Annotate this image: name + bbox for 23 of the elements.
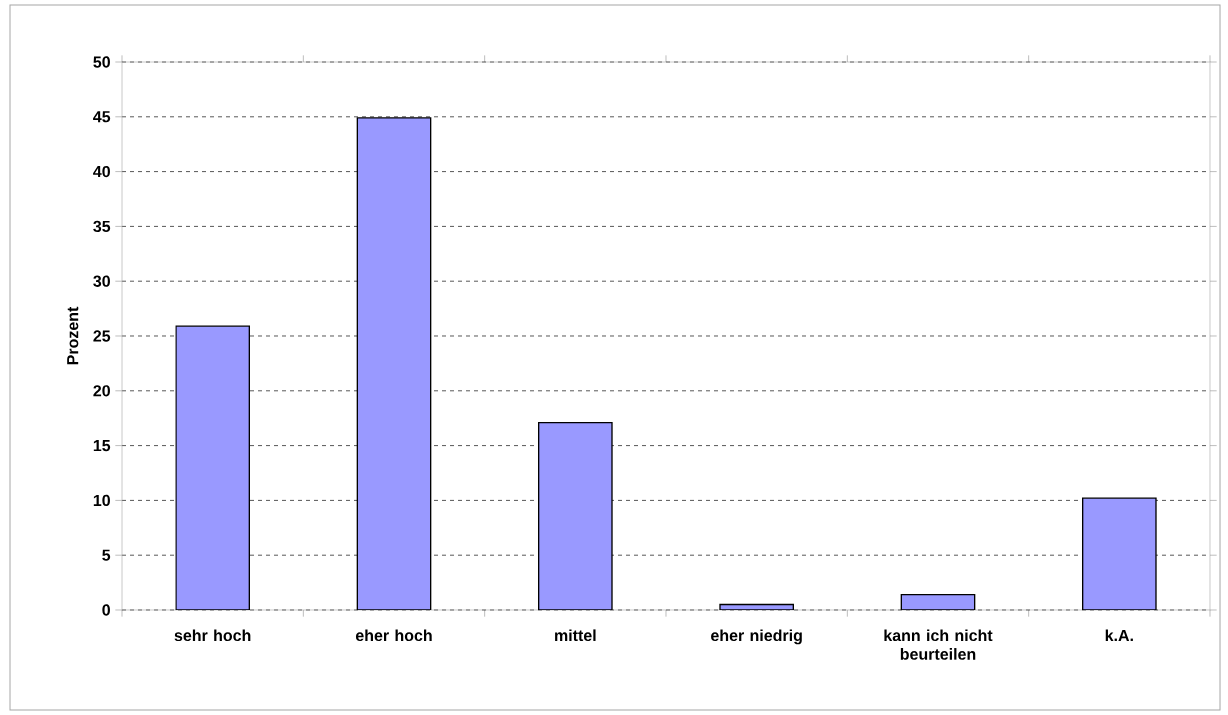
y-tick-label: 45 [93, 111, 111, 123]
x-tick-label: eher hoch [355, 629, 432, 642]
y-tick-label: 0 [102, 604, 110, 616]
x-tick-label: mittel [555, 629, 596, 642]
bar [900, 593, 976, 610]
y-tick-label: 40 [93, 165, 110, 178]
x-tick-label: kann ich nicht beurteilen [884, 629, 993, 660]
bar [356, 117, 432, 610]
bar [175, 325, 250, 610]
x-tick-label: k.A. [1105, 629, 1133, 641]
y-tick-label: 35 [93, 220, 111, 233]
y-tick-label: 50 [93, 56, 110, 68]
y-tick-label: 10 [93, 494, 110, 507]
y-axis-title: Prozent [67, 306, 79, 365]
bar [538, 421, 613, 610]
x-tick-label: sehr hoch [174, 629, 251, 642]
x-tick-label: eher niedrig [711, 629, 802, 645]
y-tick-label: 20 [93, 385, 110, 397]
y-tick-label: 5 [102, 549, 111, 561]
y-tick-label: 15 [93, 440, 111, 452]
y-tick-label: 30 [93, 275, 110, 287]
y-tick-label: 25 [93, 330, 111, 342]
bar [1082, 497, 1157, 610]
